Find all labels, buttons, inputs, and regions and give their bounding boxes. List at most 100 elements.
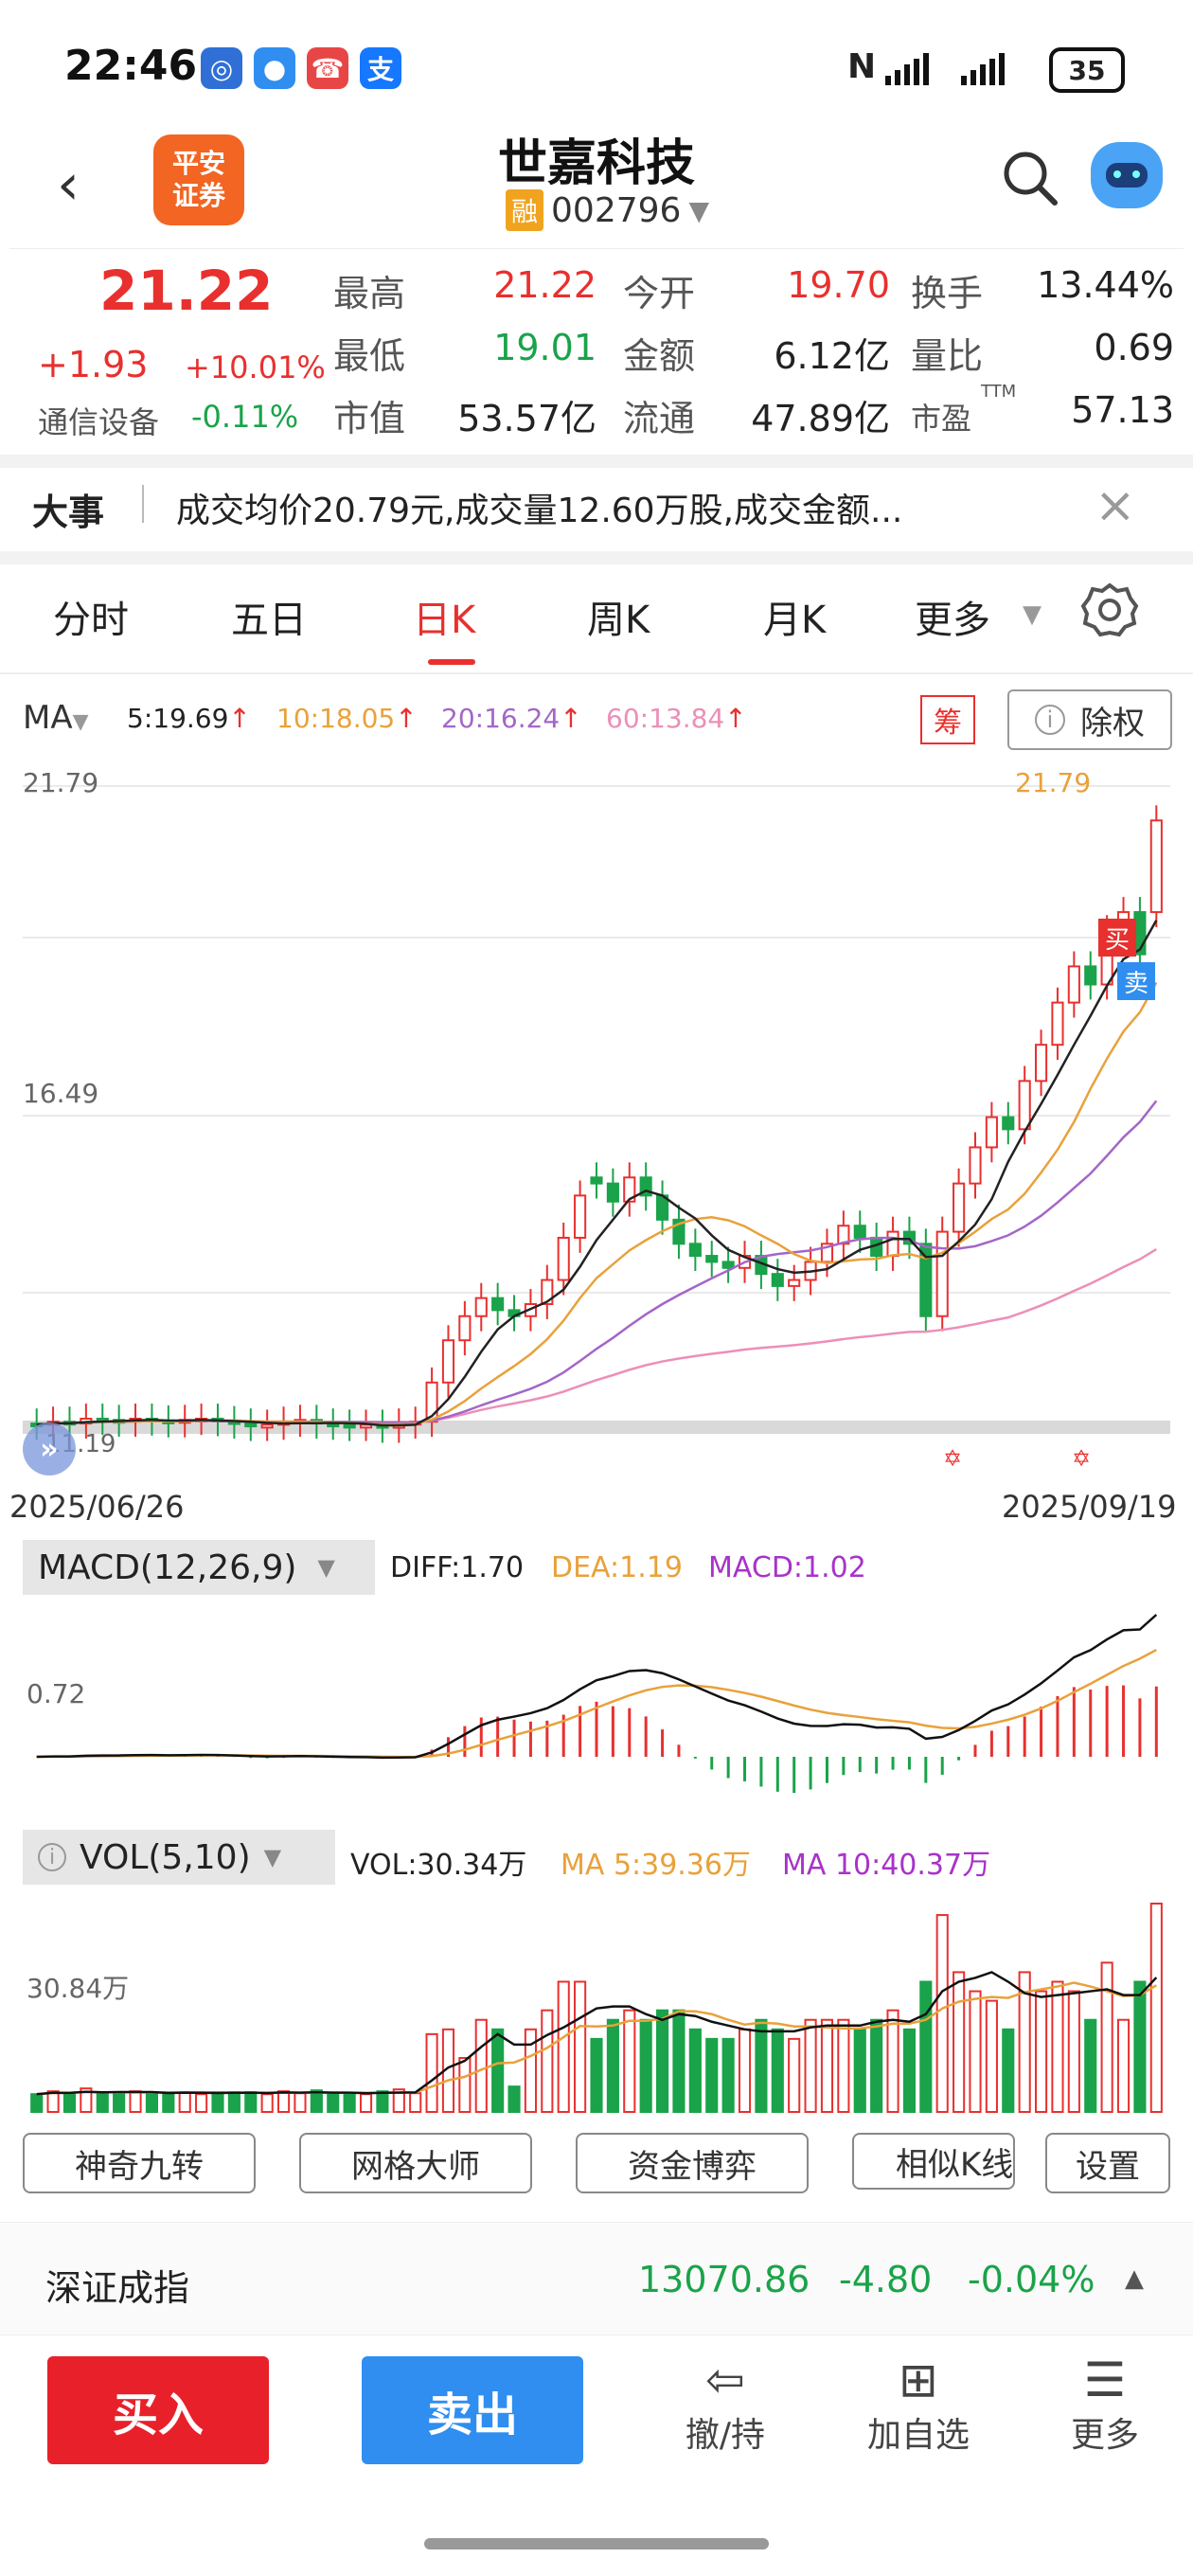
candle-body [1149, 819, 1163, 914]
ma20-line [36, 1100, 1158, 1426]
vol-current: VOL:30.34万 [350, 1849, 527, 1882]
tab-monthly-k[interactable]: 月K [763, 599, 827, 642]
candle-body [969, 1146, 982, 1185]
cancel-hold-label: 撤/持 [685, 2416, 766, 2455]
chevron-down-icon: ▼ [72, 710, 89, 734]
pe-ttm-label: TTM [981, 382, 1017, 402]
candle-body [458, 1315, 472, 1342]
buy-button[interactable]: 买入 [47, 2356, 269, 2464]
news-text[interactable]: 成交均价20.79元,成交量12.60万股,成交金额... [176, 492, 903, 530]
cancel-hold-button[interactable]: ⇦ 撤/持 [668, 2352, 782, 2457]
ma-legend[interactable]: MA▼ [23, 699, 89, 737]
candle-body [886, 1230, 899, 1258]
volume-bar [62, 2092, 77, 2113]
candlestick-chart[interactable] [0, 758, 1193, 1525]
tool-grid-master-button[interactable]: 网格大师 [299, 2133, 532, 2193]
tool-settings-button[interactable]: 设置 [1045, 2133, 1170, 2193]
volume-bar [886, 2009, 899, 2113]
news-bar[interactable]: 大事 成交均价20.79元,成交量12.60万股,成交金额... × [9, 468, 1184, 551]
peak-price-label: 21.79 [1015, 767, 1092, 798]
volume-bar [310, 2089, 323, 2114]
tab-daily-k[interactable]: 日K [413, 599, 476, 642]
volume-bar [359, 2093, 373, 2113]
turnover-value: 13.44% [1037, 264, 1174, 306]
volume-bar [1084, 2018, 1097, 2113]
candle-body [343, 1423, 356, 1429]
volume-bar [244, 2091, 258, 2114]
vol-ma5-line [36, 1971, 1158, 2096]
chevron-down-icon[interactable]: ▼ [1023, 600, 1042, 629]
tool-capital-game-button[interactable]: 资金博弈 [576, 2133, 809, 2193]
ma5-line [36, 920, 1158, 1427]
alipay-notification-icon: 支 [360, 47, 401, 89]
tab-intraday[interactable]: 分时 [53, 599, 129, 642]
macd-title: MACD(12,26,9) [38, 1547, 297, 1587]
home-indicator[interactable] [424, 2538, 769, 2549]
stock-name: 世嘉科技 [497, 135, 695, 192]
volratio-value: 0.69 [1094, 327, 1174, 368]
last-price: 21.22 [99, 259, 274, 323]
volume-bar [953, 1971, 966, 2113]
volume-bar [277, 2090, 291, 2113]
tab-weekly-k[interactable]: 周K [587, 599, 650, 642]
volume-bar [1002, 2028, 1015, 2113]
float-label: 流通 [623, 398, 696, 439]
amount-label: 金额 [623, 335, 696, 377]
candle-body [688, 1243, 702, 1258]
volume-bar [574, 1980, 587, 2113]
tab-five-day[interactable]: 五日 [231, 599, 307, 642]
close-icon[interactable]: × [1095, 477, 1136, 534]
chevron-up-icon[interactable]: ▲ [1125, 2264, 1144, 2293]
adjust-button[interactable]: i 除权 [1007, 689, 1172, 750]
volume-bar [507, 2085, 521, 2113]
mktcap-label: 市值 [333, 398, 406, 439]
divider [0, 672, 1193, 674]
volume-bars [30, 1903, 1163, 2114]
assistant-robot-icon[interactable] [1091, 142, 1163, 208]
vol-ma10: MA 10:40.37万 [782, 1849, 991, 1882]
index-ticker[interactable]: 深证成指 13070.86 -4.80 -0.04% ▲ [0, 2222, 1193, 2335]
sell-button[interactable]: 卖出 [362, 2356, 583, 2464]
index-value: 13070.86 [638, 2259, 810, 2300]
chip-distribution-button[interactable]: 筹 [920, 695, 975, 744]
candle-body [1067, 965, 1080, 1004]
candle-body [244, 1422, 258, 1428]
candle-body [820, 1243, 834, 1263]
index-change-pct: -0.04% [968, 2259, 1095, 2300]
buy-signal-marker: 买 [1098, 919, 1136, 957]
stock-code-selector[interactable]: 融 002796 ▼ [506, 189, 709, 231]
expand-arrow-icon[interactable]: » [23, 1422, 76, 1476]
candle-body [574, 1194, 587, 1239]
tool-nine-turn-button[interactable]: 神奇九转 [23, 2133, 256, 2193]
tool-similar-k-button[interactable]: 相似K线 [852, 2133, 1015, 2190]
volume-bar [804, 2018, 817, 2113]
period-tabs: 分时 五日 日K 周K 月K 更多 ▼ [0, 580, 1193, 671]
candle-body [853, 1225, 866, 1239]
tab-more[interactable]: 更多 [915, 599, 990, 642]
volume-bar [425, 2032, 438, 2114]
gear-icon[interactable] [1079, 580, 1140, 644]
volume-bar [606, 2018, 619, 2113]
macd-diff: DIFF:1.70 [390, 1551, 525, 1584]
candle-body [919, 1243, 933, 1317]
ma60-value: 60:13.84 [606, 703, 725, 734]
open-value: 19.70 [787, 264, 890, 306]
vol-axis-label: 30.84万 [27, 1973, 130, 2004]
candle-body [606, 1182, 619, 1203]
more-button[interactable]: ☰ 更多 [1053, 2352, 1157, 2457]
volume-bar [343, 2093, 356, 2113]
volume-bar [688, 2028, 702, 2113]
back-arrow-icon[interactable]: ‹ [57, 152, 80, 218]
app-notification-icon: ◎ [201, 47, 242, 89]
macd-indicator-selector[interactable]: MACD(12,26,9) ▼ [23, 1540, 375, 1595]
candle-body [902, 1230, 917, 1245]
volume-chart [30, 1903, 1163, 2114]
macd-lines [36, 1614, 1158, 1760]
broker-logo: 平安 证券 [153, 134, 244, 225]
vol-indicator-selector[interactable]: i VOL(5,10) ▼ [23, 1830, 335, 1885]
sector-name[interactable]: 通信设备 [38, 404, 160, 440]
turnover-label: 换手 [911, 273, 984, 314]
search-icon[interactable] [1000, 148, 1060, 212]
add-watchlist-button[interactable]: ⊞ 加自选 [852, 2352, 985, 2457]
broker-logo-line1: 平安 [171, 148, 225, 179]
